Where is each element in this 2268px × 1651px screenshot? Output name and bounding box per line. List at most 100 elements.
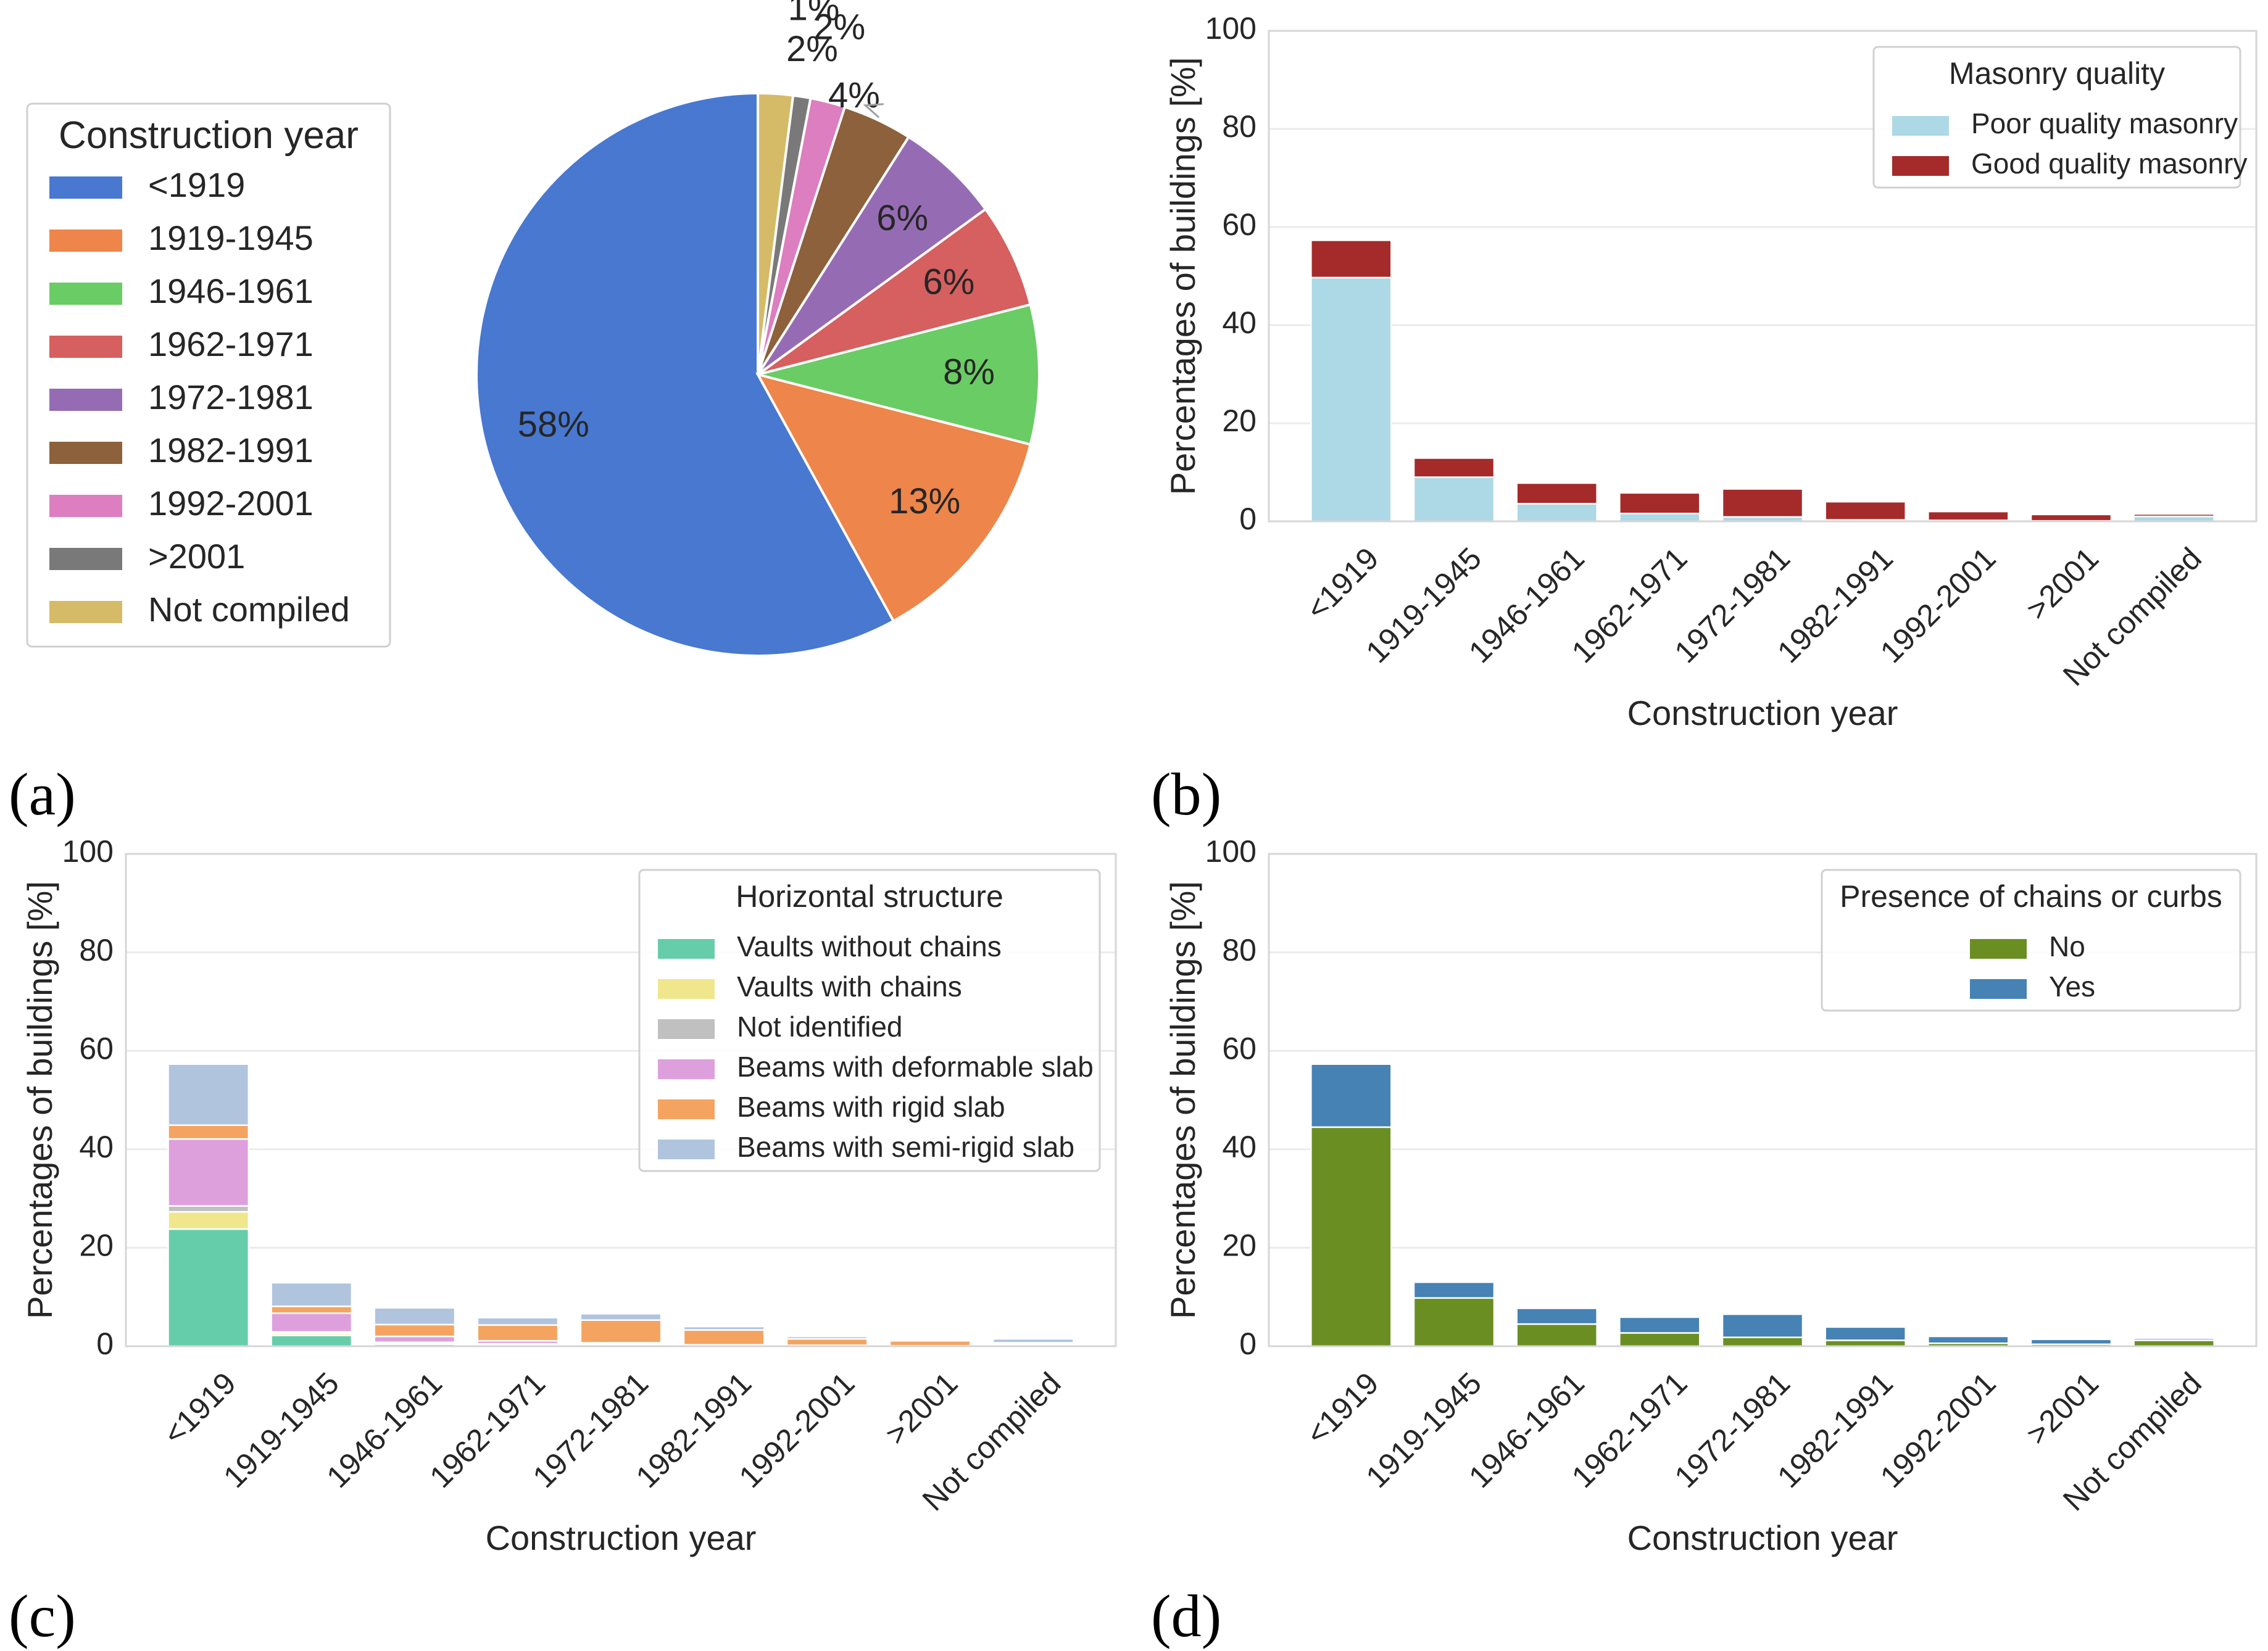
pie-legend-label-gt-2001: >2001 xyxy=(148,537,245,576)
bar-1919-1945-poor-quality-masonry xyxy=(1413,476,1495,523)
y-tick-label-60: 60 xyxy=(1222,207,1257,242)
bar-1962-1971-no xyxy=(1619,1332,1701,1347)
bar-not-compiled-yes xyxy=(2133,1337,2215,1341)
panel-label-b: (b) xyxy=(1151,761,1221,828)
bar-1919-1945-beams-with-rigid-slab xyxy=(270,1305,353,1314)
legend-label-beams-with-rigid-slab: Beams with rigid slab xyxy=(737,1091,1005,1123)
bar-1946-1961-no xyxy=(1516,1323,1598,1347)
bar-1972-1981-good-quality-masonry xyxy=(1721,488,1804,518)
bar-1992-2001-good-quality-masonry xyxy=(1927,510,2009,521)
bar-1972-1981-yes xyxy=(1721,1313,1804,1338)
pie-legend-label-not-compiled: Not compiled xyxy=(148,590,350,629)
legend-title: Horizontal structure xyxy=(736,879,1003,914)
pie-legend-label-1982-1991: 1982-1991 xyxy=(148,431,314,470)
pie-legend-label-1972-1981: 1972-1981 xyxy=(148,378,314,416)
y-tick-label-20: 20 xyxy=(1222,403,1257,438)
pie-slice-lt-1919 xyxy=(475,91,895,657)
legend-swatch-vaults-with-chains xyxy=(658,979,715,999)
y-tick-label-60: 60 xyxy=(1222,1031,1257,1065)
pie-legend-swatch-1972-1981 xyxy=(49,389,122,411)
y-tick-label-40: 40 xyxy=(1222,1130,1257,1164)
bar-1982-1991-yes xyxy=(1824,1326,1906,1341)
x-axis-title: Construction year xyxy=(1627,693,1898,732)
x-axis-title: Construction year xyxy=(1627,1518,1898,1557)
bar-1919-1945-vaults-without-chains xyxy=(270,1334,353,1347)
bar-not-compiled-good-quality-masonry xyxy=(2133,513,2215,518)
legend-swatch-beams-with-rigid-slab xyxy=(658,1099,715,1119)
pie-slice-not-compiled xyxy=(757,91,795,375)
panel-label-a: (a) xyxy=(9,761,76,828)
legend-swatch-yes xyxy=(1970,979,2027,999)
y-tick-label-100: 100 xyxy=(1205,11,1257,46)
pie-label-1982-1991: 4% xyxy=(828,75,880,115)
legend-swatch-beams-with-semi-rigid-slab xyxy=(658,1140,715,1159)
bar-1919-1945-beams-with-semi-rigid-slab xyxy=(270,1281,353,1307)
pie-legend-label-1919-1945: 1919-1945 xyxy=(148,218,314,257)
bar-1919-1945-yes xyxy=(1413,1281,1495,1299)
y-tick-label-100: 100 xyxy=(62,834,114,869)
bar-1982-1991-beams-with-semi-rigid-slab xyxy=(683,1325,765,1331)
pie-legend-label-1962-1971: 1962-1971 xyxy=(148,325,314,363)
pie-slice-1972-1981 xyxy=(757,135,987,376)
legend-label-good-quality-masonry: Good quality masonry xyxy=(1971,147,2247,180)
bar-1982-1991-beams-with-rigid-slab xyxy=(683,1329,765,1346)
y-tick-label-80: 80 xyxy=(1222,109,1257,144)
bar-gt-2001-good-quality-masonry xyxy=(2030,513,2112,522)
bar-1992-2001-beams-with-semi-rigid-slab xyxy=(786,1335,868,1340)
legend-label-not-identified: Not identified xyxy=(737,1011,903,1043)
bar-lt-1919-poor-quality-masonry xyxy=(1310,276,1392,523)
bar-1946-1961-yes xyxy=(1516,1307,1598,1325)
bar-lt-1919-vaults-with-chains xyxy=(167,1210,250,1230)
legend-label-beams-with-deformable-slab: Beams with deformable slab xyxy=(737,1051,1094,1083)
bar-1972-1981-no xyxy=(1721,1336,1804,1347)
pie-slice-1946-1961 xyxy=(757,303,1041,446)
bar-lt-1919-beams-with-semi-rigid-slab xyxy=(167,1063,250,1126)
bar-1972-1981-beams-with-semi-rigid-slab xyxy=(579,1313,662,1321)
pie-legend-swatch-gt-2001 xyxy=(49,548,122,570)
legend-swatch-no xyxy=(1970,939,2027,959)
bar-1946-1961-beams-with-semi-rigid-slab xyxy=(373,1307,456,1326)
legend-swatch-not-identified xyxy=(658,1019,715,1039)
legend-swatch-vaults-without-chains xyxy=(658,939,715,959)
y-tick-label-20: 20 xyxy=(79,1228,114,1263)
plot-frame xyxy=(1268,30,2258,523)
pie-legend-label-lt-1919: <1919 xyxy=(148,165,245,204)
legend-box xyxy=(638,869,1101,1172)
y-axis-title: Percentages of buildings [%] xyxy=(1163,881,1202,1319)
pie-label-not-compiled: 2% xyxy=(786,29,838,69)
legend-label-no: No xyxy=(2049,930,2085,962)
bar-lt-1919-beams-with-rigid-slab xyxy=(167,1124,250,1140)
pie-legend-title: Construction year xyxy=(59,114,359,157)
pie-slice-1919-1945 xyxy=(755,372,1032,623)
legend-title: Masonry quality xyxy=(1949,56,2165,91)
y-tick-label-0: 0 xyxy=(96,1326,114,1361)
legend-swatch-poor-quality-masonry xyxy=(1892,116,1949,136)
bar-1982-1991-good-quality-masonry xyxy=(1824,500,1906,521)
bar-1972-1981-beams-with-rigid-slab xyxy=(579,1319,662,1344)
bar-1992-2001-beams-with-rigid-slab xyxy=(786,1338,868,1346)
y-tick-label-40: 40 xyxy=(79,1130,114,1164)
pie-legend-swatch-1992-2001 xyxy=(49,495,122,517)
legend-box xyxy=(1821,869,2241,1012)
pie-legend-swatch-1919-1945 xyxy=(49,230,122,252)
pie-legend-swatch-lt-1919 xyxy=(49,176,122,199)
legend-swatch-beams-with-deformable-slab xyxy=(658,1059,715,1079)
legend-label-poor-quality-masonry: Poor quality masonry xyxy=(1971,107,2238,139)
bar-1962-1971-good-quality-masonry xyxy=(1619,492,1701,515)
legend-label-beams-with-semi-rigid-slab: Beams with semi-rigid slab xyxy=(737,1131,1074,1163)
y-tick-label-80: 80 xyxy=(79,933,114,967)
panel-label-d: (d) xyxy=(1151,1583,1221,1650)
plot-frame xyxy=(125,853,1117,1347)
bar-lt-1919-not-identified xyxy=(167,1205,250,1213)
bar-1919-1945-no xyxy=(1413,1297,1495,1347)
bar-1962-1971-beams-with-semi-rigid-slab xyxy=(476,1317,559,1326)
pie-label-lt-1919: 58% xyxy=(518,404,589,444)
bar-lt-1919-yes xyxy=(1310,1063,1392,1128)
y-tick-label-60: 60 xyxy=(79,1031,114,1065)
bar-lt-1919-vaults-without-chains xyxy=(167,1228,250,1347)
legend-label-vaults-without-chains: Vaults without chains xyxy=(737,930,1002,962)
y-tick-label-0: 0 xyxy=(1239,502,1257,536)
bar-lt-1919-beams-with-deformable-slab xyxy=(167,1138,250,1207)
bar-1946-1961-beams-with-rigid-slab xyxy=(373,1323,456,1338)
bar-gt-2001-beams-with-semi-rigid-slab xyxy=(889,1338,971,1342)
